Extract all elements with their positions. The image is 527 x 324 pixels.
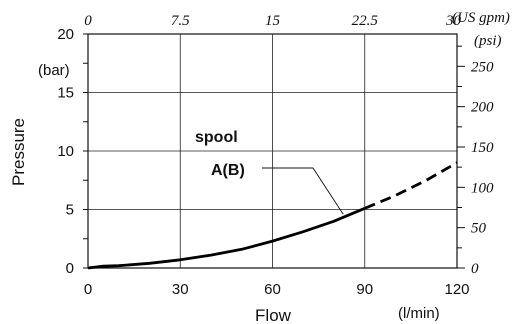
- right-tick-label: 100: [471, 180, 494, 196]
- tick-labels: 00307.560159022.512030051015200501001502…: [57, 13, 494, 298]
- x-tick-label: 120: [444, 281, 469, 298]
- y-tick-label: 15: [57, 85, 74, 102]
- annotation-series-label: A(B): [211, 162, 245, 179]
- y-axis-unit: (bar): [38, 62, 70, 79]
- y-tick-label: 10: [57, 143, 74, 160]
- top-tick-label: 22.5: [352, 13, 379, 29]
- series-line-dashed: [364, 161, 458, 210]
- x-tick-label: 30: [172, 281, 189, 298]
- x-axis-unit: (l/min): [398, 305, 440, 322]
- right-tick-label: 150: [471, 140, 494, 156]
- top-tick-label: 30: [445, 13, 462, 29]
- right-axis-unit: (psi): [474, 33, 502, 49]
- annotation-spool: spool: [195, 129, 238, 146]
- top-tick-label: 15: [265, 13, 281, 29]
- right-tick-label: 50: [471, 221, 487, 237]
- x-tick-label: 60: [264, 281, 281, 298]
- right-tick-label: 0: [471, 261, 479, 277]
- x-axis-label: Flow: [255, 306, 292, 324]
- grid: [88, 34, 457, 268]
- y-axis-label: Pressure: [9, 118, 28, 186]
- y-tick-label: 20: [57, 26, 74, 43]
- right-tick-label: 250: [471, 59, 494, 75]
- right-tick-label: 200: [471, 100, 494, 116]
- x-tick-label: 0: [84, 281, 92, 298]
- top-tick-label: 7.5: [171, 13, 190, 29]
- annotation-leader-line: [262, 167, 344, 215]
- top-axis-unit: (US gpm): [452, 10, 510, 26]
- series: [87, 161, 458, 270]
- series-line: [87, 207, 366, 270]
- y-tick-label: 0: [66, 260, 74, 277]
- x-tick-label: 90: [356, 281, 373, 298]
- y-tick-label: 5: [66, 202, 74, 219]
- top-tick-label: 0: [84, 13, 92, 29]
- axis-ticks: [83, 33, 465, 269]
